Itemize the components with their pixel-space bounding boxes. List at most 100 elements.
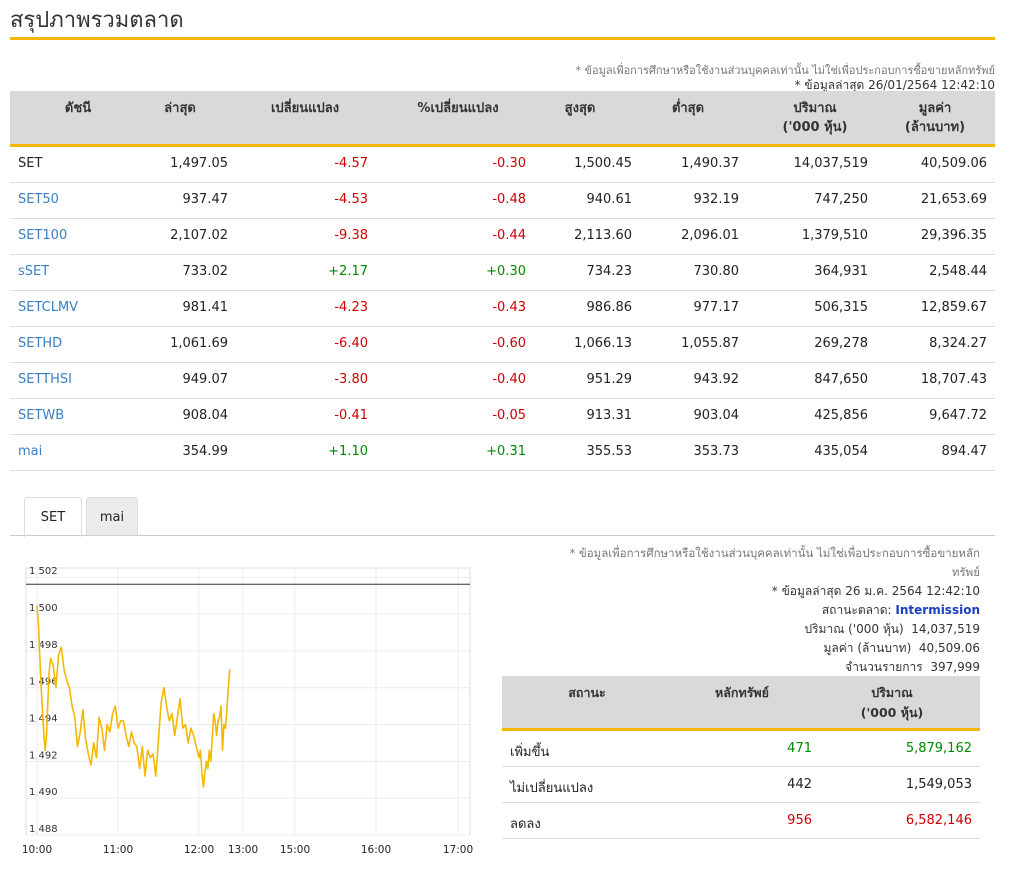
cell-low: 353.73 — [693, 444, 740, 459]
cell-volume: 435,054 — [814, 444, 868, 459]
market-status-label: สถานะตลาด: — [821, 603, 892, 617]
cell-volume: 1,379,510 — [801, 228, 868, 243]
cell-value: 12,859.67 — [920, 300, 987, 315]
title-underline — [10, 37, 995, 40]
header-pct-change: %เปลี่ยนแปลง — [417, 101, 499, 116]
index-name[interactable]: SET100 — [18, 228, 68, 243]
cell-volume: 506,315 — [814, 300, 868, 315]
header-low: ต่ำสุด — [671, 101, 705, 116]
chart-x-tick-label: 10:00 — [22, 844, 52, 856]
header-change: เปลี่ยนแปลง — [270, 101, 340, 116]
market-trades-label: จำนวนรายการ — [845, 660, 923, 674]
intraday-chart: 1,4881,4901,4921,4941,4961,4981,5001,502… — [22, 566, 473, 856]
chart-x-tick-label: 17:00 — [443, 844, 473, 856]
cell-value: 18,707.43 — [920, 372, 987, 387]
market-status-line: สถานะตลาด: Intermission — [822, 601, 980, 620]
cell-change: -6.40 — [334, 336, 368, 351]
cell-change: -4.57 — [334, 156, 368, 171]
cell-change: -3.80 — [334, 372, 368, 387]
chart-y-tick-label: 1,496 — [29, 677, 58, 688]
status-count: 442 — [787, 777, 812, 792]
cell-high: 951.29 — [586, 372, 633, 387]
cell-volume: 425,856 — [814, 408, 868, 423]
cell-low: 943.92 — [693, 372, 740, 387]
cell-high: 986.86 — [586, 300, 633, 315]
cell-low: 1,490.37 — [681, 156, 739, 171]
chart-x-tick-label: 16:00 — [361, 844, 391, 856]
table-row: SETTHSI 949.07 -3.80 -0.40 951.29 943.92 847,6… — [10, 363, 995, 399]
table-row: SETHD 1,061.69 -6.40 -0.60 1,066.13 1,055.87 2… — [10, 327, 995, 363]
cell-volume: 364,931 — [814, 264, 868, 279]
index-name[interactable]: SETTHSI — [18, 372, 72, 387]
index-name[interactable]: SETCLMV — [18, 300, 79, 315]
status-volume: 6,582,146 — [905, 813, 972, 828]
cell-volume: 14,037,519 — [793, 156, 868, 171]
market-value-value: 40,509.06 — [918, 641, 980, 655]
cell-last: 2,107.02 — [170, 228, 228, 243]
market-last-update: * ข้อมูลล่าสุด 26 ม.ค. 2564 12:42:10 — [771, 584, 980, 598]
disclaimer-text: * ข้อมูลเพื่อการศึกษาหรือใช้งานส่วนบุคคล… — [575, 64, 995, 77]
cell-high: 1,066.13 — [574, 336, 632, 351]
chart-x-tick-label: 12:00 — [184, 844, 214, 856]
tab-mai[interactable]: mai — [86, 497, 138, 536]
market-disclaimer: * ข้อมูลเพื่อการศึกษาหรือใช้งานส่วนบุคคล… — [505, 544, 980, 582]
page-title: สรุปภาพรวมตลาด — [10, 8, 184, 33]
chart-y-tick-label: 1,492 — [29, 750, 58, 761]
status-row: ลดลง 956 6,582,146 — [502, 803, 980, 839]
index-name: SET — [18, 156, 43, 171]
header-status: สถานะ — [568, 685, 606, 700]
index-name[interactable]: SETWB — [18, 408, 65, 423]
cell-change: +2.17 — [328, 264, 368, 279]
cell-pct-change: -0.40 — [492, 372, 526, 387]
market-value-label: มูลค่า (ล้านบาท) — [823, 641, 912, 655]
cell-low: 2,096.01 — [681, 228, 739, 243]
index-table-header: ดัชนี ล่าสุด เปลี่ยนแปลง %เปลี่ยนแปลง สู… — [10, 91, 995, 147]
index-name[interactable]: mai — [18, 444, 43, 459]
market-disclaimer-line2: ทรัพย์ — [951, 565, 980, 579]
cell-low: 730.80 — [693, 264, 740, 279]
cell-high: 1,500.45 — [574, 156, 632, 171]
chart-y-tick-label: 1,490 — [29, 787, 58, 798]
index-name[interactable]: sSET — [18, 264, 50, 279]
status-count: 471 — [787, 741, 812, 756]
tab-set[interactable]: SET — [24, 497, 82, 537]
chart-y-tick-label: 1,502 — [29, 566, 58, 577]
chart-x-tick-label: 11:00 — [103, 844, 133, 856]
index-name[interactable]: SET50 — [18, 192, 59, 207]
cell-value: 21,653.69 — [920, 192, 987, 207]
status-volume: 5,879,162 — [905, 741, 972, 756]
status-label: ลดลง — [510, 817, 541, 832]
cell-pct-change: -0.05 — [492, 408, 526, 423]
header-securities: หลักทรัพย์ — [715, 685, 769, 700]
last-update-text: * ข้อมูลล่าสุด 26/01/2564 12:42:10 — [794, 78, 995, 92]
header-last: ล่าสุด — [164, 101, 196, 116]
cell-change: -0.41 — [334, 408, 368, 423]
cell-volume: 847,650 — [814, 372, 868, 387]
table-row: SETCLMV 981.41 -4.23 -0.43 986.86 977.17 506,3… — [10, 291, 995, 327]
status-row: ไม่เปลี่ยนแปลง 442 1,549,053 — [502, 767, 980, 803]
chart-y-tick-label: 1,498 — [29, 640, 58, 651]
table-row: sSET 733.02 +2.17 +0.30 734.23 730.80 364,931 2… — [10, 255, 995, 291]
cell-high: 913.31 — [586, 408, 633, 423]
market-trades-line: จำนวนรายการ 397,999 — [845, 658, 980, 677]
cell-change: -9.38 — [334, 228, 368, 243]
index-name[interactable]: SETHD — [18, 336, 63, 351]
market-volume-line: ปริมาณ ('000 หุ้น) 14,037,519 — [804, 620, 980, 639]
chart-series-line — [36, 605, 231, 788]
cell-high: 940.61 — [586, 192, 633, 207]
chart-x-tick-label: 13:00 — [228, 844, 258, 856]
header-volume-unit: ('000 หุ้น) — [782, 120, 848, 135]
cell-pct-change: -0.60 — [492, 336, 526, 351]
cell-low: 977.17 — [693, 300, 740, 315]
status-label: เพิ่มขึ้น — [510, 745, 550, 760]
status-count: 956 — [787, 813, 812, 828]
table-row: mai 354.99 +1.10 +0.31 355.53 353.73 435,054 89… — [10, 435, 995, 471]
header-value-unit: (ล้านบาท) — [904, 120, 966, 135]
chart-y-tick-label: 1,500 — [29, 603, 58, 614]
market-value-line: มูลค่า (ล้านบาท) 40,509.06 — [824, 639, 981, 658]
header-value: มูลค่า — [918, 101, 952, 116]
cell-pct-change: -0.30 — [492, 156, 526, 171]
header-volume: ปริมาณ — [793, 101, 837, 116]
cell-pct-change: +0.31 — [486, 444, 526, 459]
table-row: SETWB 908.04 -0.41 -0.05 913.31 903.04 425,856… — [10, 399, 995, 435]
